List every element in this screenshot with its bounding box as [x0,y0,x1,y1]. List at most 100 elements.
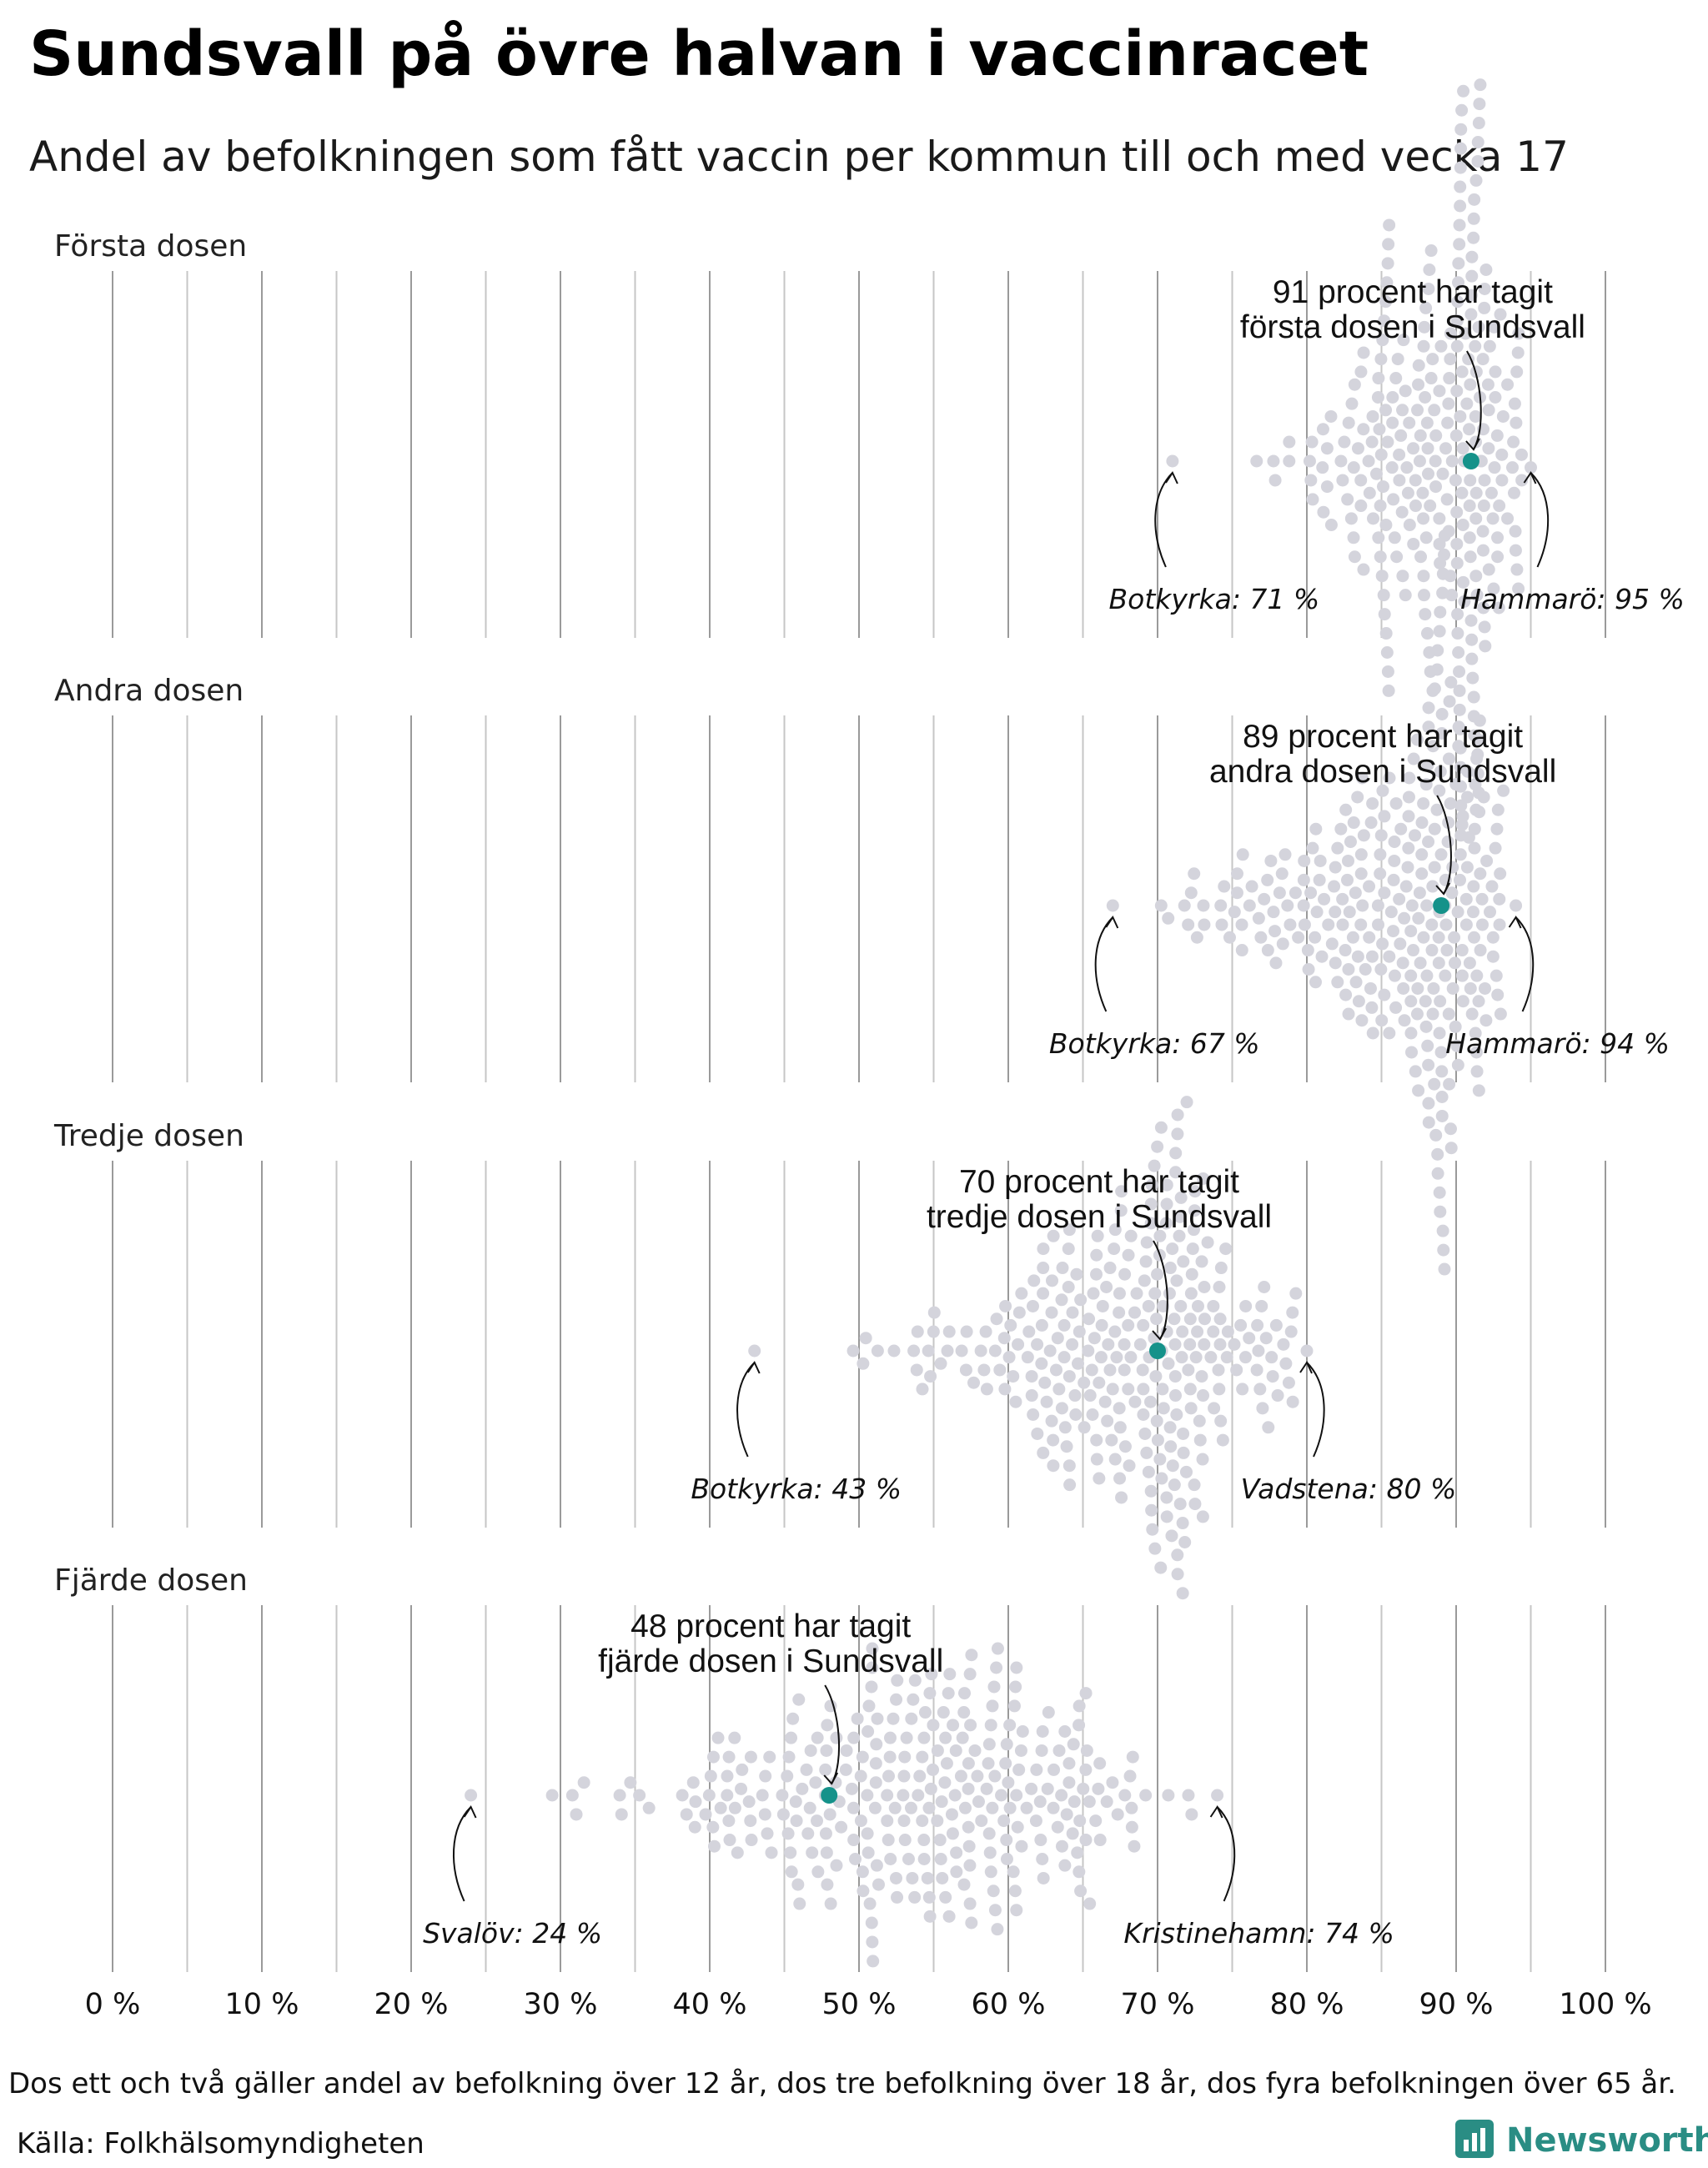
municipality-dot [987,1884,1000,1898]
municipality-dot [1220,1351,1233,1364]
municipality-dot [1207,1325,1220,1338]
municipality-dot [1374,848,1387,861]
municipality-dot [1388,854,1401,867]
municipality-dot [1375,1014,1389,1027]
municipality-dot [847,1731,861,1744]
municipality-dot [1374,499,1387,513]
municipality-dot [898,1750,912,1764]
municipality-dot [1343,906,1356,919]
municipality-dot [866,1642,879,1655]
max-label: Vadstena: 80 % [1241,1473,1457,1505]
municipality-dot [1035,1744,1048,1757]
municipality-dot [1445,886,1459,900]
municipality-dot [1430,803,1444,816]
municipality-dot [1025,1782,1038,1795]
municipality-dot [935,1795,948,1809]
municipality-dot [1366,409,1379,423]
municipality-dot [1151,1140,1164,1153]
municipality-dot [758,1808,771,1821]
municipality-dot [1380,646,1394,659]
municipality-dot [921,1871,934,1884]
municipality-dot [938,1776,952,1789]
municipality-dot [1186,1242,1199,1256]
municipality-dot [1454,199,1467,213]
municipality-dot [1472,995,1485,1008]
municipality-dot [1373,423,1386,436]
municipality-dot [1515,474,1529,487]
municipality-dot [786,1712,800,1725]
municipality-dot [904,1801,917,1814]
municipality-dot [1026,1299,1039,1312]
municipality-dot [1062,1757,1076,1770]
municipality-dot [1027,1274,1041,1287]
municipality-dot [965,1916,978,1930]
municipality-dot [1142,1465,1155,1478]
municipality-dot [1449,778,1463,791]
municipality-dot [1455,486,1469,499]
municipality-dot [1138,1427,1152,1440]
municipality-dot [1083,1795,1096,1809]
max-arrowhead [1209,1804,1223,1819]
municipality-dot [995,1789,1008,1802]
municipality-dot [1162,911,1175,925]
municipality-dot [1279,1357,1293,1370]
municipality-dot [624,1776,637,1789]
municipality-dot [1184,1287,1198,1300]
municipality-dot [1433,784,1446,797]
municipality-dot [1403,771,1416,785]
municipality-dot [1387,873,1400,886]
municipality-dot [784,1846,797,1859]
municipality-dot [1085,1363,1098,1377]
municipality-dot [1020,1801,1033,1814]
municipality-dot [907,1344,921,1358]
municipality-dot [1427,981,1440,995]
municipality-dot [1040,1395,1053,1408]
municipality-dot [1219,1242,1233,1256]
municipality-dot [1433,384,1446,398]
municipality-dot [1083,1897,1097,1910]
municipality-dot [1431,1147,1444,1161]
municipality-dot [1374,867,1387,881]
municipality-dot [1036,1725,1049,1738]
municipality-dot [1482,404,1495,417]
municipality-dot [854,1769,867,1783]
municipality-dot [1476,353,1489,366]
municipality-dot [1155,1472,1168,1485]
municipality-dot [1037,1871,1050,1884]
municipality-dot [1261,944,1274,957]
municipality-dot [1346,931,1359,944]
municipality-dot [801,1827,815,1840]
annotation-arrowhead [1152,1327,1167,1341]
municipality-dot [1456,442,1469,455]
municipality-dot [1140,1236,1153,1249]
municipality-dot [977,1363,991,1377]
municipality-dot [1472,117,1485,130]
municipality-dot [857,1884,870,1898]
annotation-arrow [1436,795,1452,895]
municipality-dot [1419,608,1432,621]
municipality-dot [1153,1453,1167,1466]
municipality-dot [1124,1229,1138,1242]
municipality-dot [1027,1408,1040,1421]
municipality-dot [1148,1159,1161,1172]
municipality-dot [1366,797,1379,810]
municipality-dot [1115,1491,1128,1504]
municipality-dot [1015,1287,1028,1300]
municipality-dot [1284,918,1297,931]
municipality-dot [1439,918,1453,931]
municipality-dot [999,1299,1012,1312]
municipality-dot [1110,1351,1123,1364]
municipality-dot [923,1687,937,1700]
municipality-dot [1183,1312,1197,1326]
municipality-dot [957,1878,971,1891]
municipality-dot [1443,1077,1456,1091]
municipality-dot [869,1757,882,1770]
municipality-dot [1336,474,1349,487]
municipality-dot [1176,1517,1189,1530]
municipality-dot [1484,906,1497,919]
municipality-dot [689,1795,702,1809]
municipality-dot [1151,1433,1164,1447]
municipality-dot [1354,499,1368,513]
